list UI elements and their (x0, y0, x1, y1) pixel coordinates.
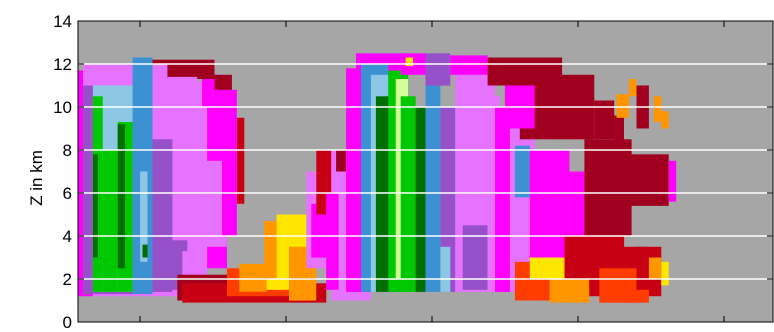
axis-ticks (78, 20, 773, 323)
reflectivity-cell (616, 94, 629, 118)
reflectivity-cell (653, 96, 662, 123)
reflectivity-cell (668, 160, 677, 202)
reflectivity-cell (140, 171, 148, 262)
y-tick-label: 0 (63, 313, 72, 332)
reflectivity-cell (214, 74, 232, 90)
reflectivity-cell (336, 150, 346, 172)
reflectivity-cell (487, 57, 563, 86)
y-tick-label: 14 (53, 12, 72, 31)
reflectivity-cell (440, 246, 451, 292)
reflectivity-cell (222, 89, 237, 236)
y-tick-label: 8 (63, 141, 72, 160)
y-tick-label: 10 (53, 98, 72, 117)
reflectivity-cell (529, 150, 545, 292)
reflectivity-cell (182, 251, 203, 279)
gridlines (78, 63, 773, 280)
reflectivity-cells (78, 53, 677, 303)
reflectivity-cell (569, 171, 585, 236)
reflectivity-cell (514, 145, 530, 198)
y-tick-label: 4 (63, 227, 72, 246)
reflectivity-cell (450, 55, 488, 75)
plot-frame (77, 20, 774, 323)
reflectivity-cell (495, 107, 513, 292)
reflectivity-cell (440, 107, 456, 292)
reflectivity-cell (92, 154, 98, 258)
reflectivity-cell (549, 279, 590, 303)
y-tick-label: 2 (63, 270, 72, 289)
reflectivity-cell (584, 139, 632, 236)
reflectivity-cell (661, 261, 669, 286)
reflectivity-cell (102, 150, 118, 292)
reflectivity-cell (648, 257, 662, 279)
reflectivity-cell (594, 100, 615, 140)
reflectivity-cell (326, 193, 339, 290)
reflectivity-cell (425, 53, 451, 86)
reflectivity-cell (400, 96, 416, 292)
y-tick-label: 6 (63, 184, 72, 203)
y-axis-label: Z in km (27, 150, 46, 206)
reflectivity-cell (624, 289, 649, 303)
reflectivity-cell (117, 124, 126, 269)
y-tick-label: 12 (53, 55, 72, 74)
reflectivity-cell (462, 225, 488, 290)
reflectivity-cell (405, 57, 413, 67)
reflectivity-cell (529, 257, 565, 279)
reflectivity-cell (311, 203, 327, 258)
reflectivity-cell (415, 107, 426, 292)
reflectivity-cell (614, 115, 624, 193)
reflectivity-cell (629, 79, 637, 97)
reflectivity-cell (239, 263, 267, 292)
reflectivity-cell (425, 85, 441, 292)
reflectivity-cell (631, 154, 669, 206)
reflectivity-cell (236, 117, 245, 204)
reflectivity-cell (142, 244, 148, 258)
reflectivity-cell (375, 96, 391, 292)
reflectivity-cell (661, 111, 669, 129)
y-tick-labels: 0 2 4 6 8 10 12 14 (53, 12, 72, 332)
